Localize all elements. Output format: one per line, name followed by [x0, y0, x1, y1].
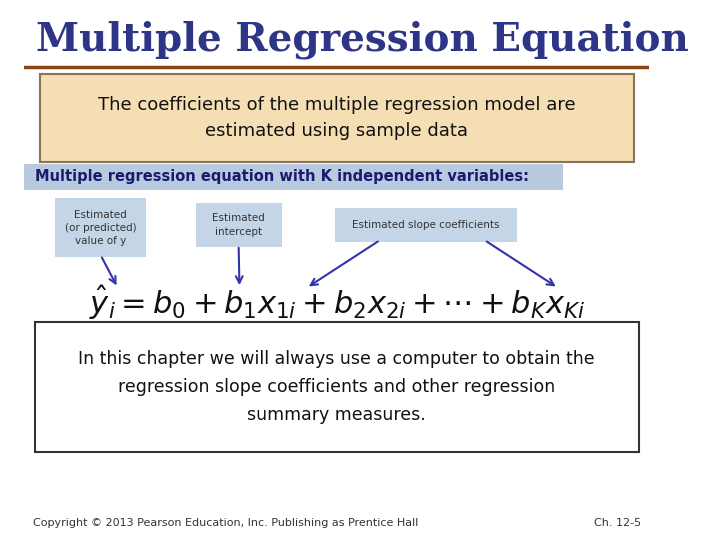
FancyBboxPatch shape [335, 208, 516, 242]
FancyBboxPatch shape [40, 74, 634, 162]
Text: The coefficients of the multiple regression model are
estimated using sample dat: The coefficients of the multiple regress… [98, 96, 575, 140]
Text: Ch. 12-5: Ch. 12-5 [593, 518, 641, 528]
FancyBboxPatch shape [196, 203, 282, 247]
FancyBboxPatch shape [24, 164, 562, 190]
Text: Estimated
intercept: Estimated intercept [212, 213, 265, 237]
Text: Multiple Regression Equation: Multiple Regression Equation [37, 21, 689, 59]
Text: Multiple regression equation with K independent variables:: Multiple regression equation with K inde… [35, 170, 528, 185]
Text: In this chapter we will always use a computer to obtain the
regression slope coe: In this chapter we will always use a com… [78, 350, 595, 424]
FancyBboxPatch shape [55, 198, 145, 257]
Text: $\hat{y}_i = b_0 + b_1 x_{1i} + b_2 x_{2i} + \cdots + b_K x_{Ki}$: $\hat{y}_i = b_0 + b_1 x_{1i} + b_2 x_{2… [89, 284, 585, 322]
FancyBboxPatch shape [35, 322, 639, 452]
Text: Estimated
(or predicted)
value of y: Estimated (or predicted) value of y [65, 210, 136, 246]
Text: Copyright © 2013 Pearson Education, Inc. Publishing as Prentice Hall: Copyright © 2013 Pearson Education, Inc.… [33, 518, 418, 528]
Text: Estimated slope coefficients: Estimated slope coefficients [351, 220, 499, 230]
